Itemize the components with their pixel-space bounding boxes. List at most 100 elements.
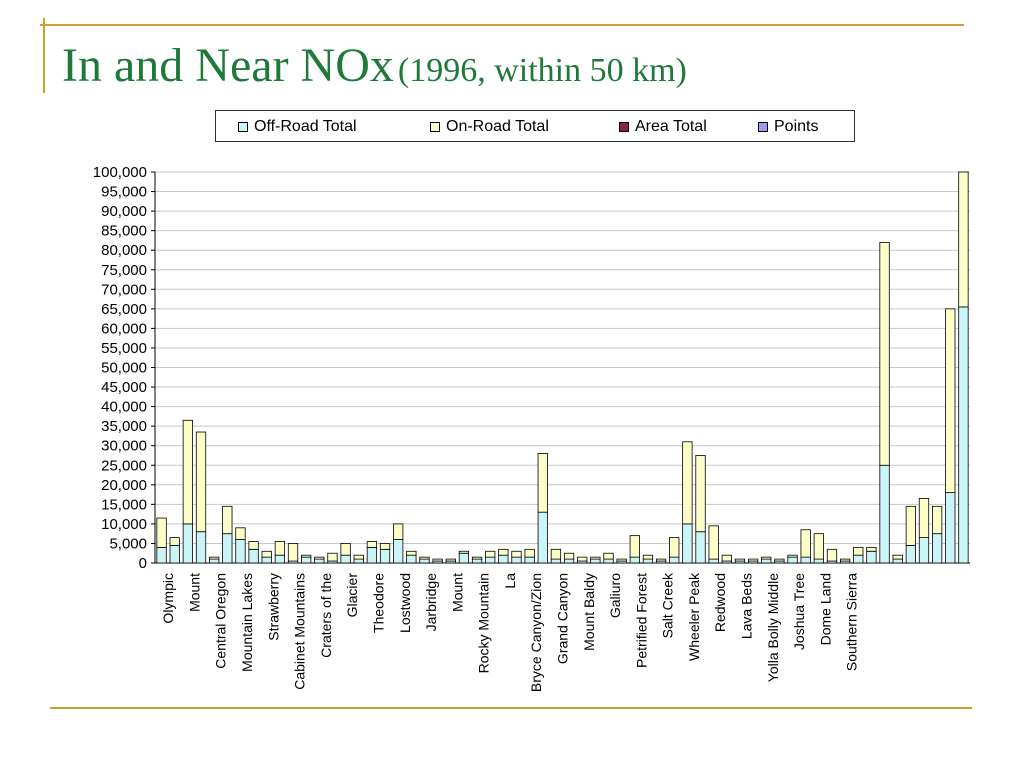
bar-segment-offroad xyxy=(800,556,811,564)
x-category-label: Bryce Canyon/Zion xyxy=(528,573,544,692)
x-category-label: Glacier xyxy=(344,573,360,618)
bar-segment-offroad xyxy=(853,554,864,564)
y-tick-label: 55,000 xyxy=(101,340,147,357)
bar-segment-onroad xyxy=(419,556,430,560)
legend-item-area: Area Total xyxy=(619,118,707,136)
bar-segment-offroad xyxy=(524,556,535,564)
slide-title-sub: (1996, within 50 km) xyxy=(397,52,687,89)
bar-segment-offroad xyxy=(182,523,193,564)
legend-item-points: Points xyxy=(758,118,818,136)
bar-segment-onroad xyxy=(629,535,640,558)
bar-segment-onroad xyxy=(616,558,627,562)
x-category-label: Olympic xyxy=(160,573,176,624)
y-tick-label: 45,000 xyxy=(101,379,147,396)
x-category-label: Rocky Mountain xyxy=(476,573,492,673)
bar-segment-offroad xyxy=(879,464,890,564)
bar-segment-onroad xyxy=(932,505,943,535)
bar-segment-offroad xyxy=(235,539,246,564)
y-tick-label: 90,000 xyxy=(101,203,147,220)
bar-segment-onroad xyxy=(458,550,470,554)
bar-segment-offroad xyxy=(708,558,719,564)
x-category-label: Salt Creek xyxy=(660,572,676,638)
bar-segment-onroad xyxy=(393,523,404,540)
bar-segment-onroad xyxy=(945,308,956,494)
y-tick-label: 100,000 xyxy=(93,164,147,181)
bar-segment-offroad xyxy=(866,550,877,564)
bar-segment-onroad xyxy=(314,556,325,560)
x-category-label: Joshua Tree xyxy=(791,573,807,650)
bar-segment-onroad xyxy=(182,419,193,525)
bar-segment-onroad xyxy=(747,558,759,562)
bar-segment-onroad xyxy=(366,541,378,548)
legend-swatch-area xyxy=(619,122,629,132)
y-tick-label: 95,000 xyxy=(101,184,147,201)
bar-segment-onroad xyxy=(169,537,180,546)
bar-segment-onroad xyxy=(432,558,443,562)
x-category-label: Mount xyxy=(186,573,202,612)
x-category-label: Southern Sierra xyxy=(844,573,860,671)
bar-segment-offroad xyxy=(393,539,404,564)
y-tick-label: 25,000 xyxy=(101,457,147,474)
bar-segment-onroad xyxy=(353,554,364,560)
bar-segment-onroad xyxy=(550,548,562,560)
y-tick-label: 65,000 xyxy=(101,301,147,318)
bar-segment-onroad xyxy=(918,498,930,538)
y-tick-label: 75,000 xyxy=(101,262,147,279)
bar-segment-offroad xyxy=(406,554,417,564)
bar-segment-offroad xyxy=(261,556,272,564)
bar-segment-onroad xyxy=(734,558,746,562)
bar-segment-offroad xyxy=(563,558,575,564)
x-category-label: Central Oregon xyxy=(213,573,229,669)
bar-segment-onroad xyxy=(379,543,391,550)
bar-segment-onroad xyxy=(958,171,969,308)
bar-segment-offroad xyxy=(550,558,562,564)
bar-segment-onroad xyxy=(327,552,338,562)
bar-segment-onroad xyxy=(195,431,207,533)
bar-segment-offroad xyxy=(471,558,483,564)
x-category-label: La xyxy=(502,573,518,589)
bar-segment-onroad xyxy=(577,556,588,562)
slide-title-main: In and Near NOx xyxy=(62,39,394,92)
legend-item-offroad: Off-Road Total xyxy=(238,118,357,136)
x-category-label: Galiuro xyxy=(607,573,623,618)
bottom-decorative-rule xyxy=(50,707,972,709)
y-tick-label: 0 xyxy=(139,555,147,572)
slide-title: In and Near NOx (1996, within 50 km) xyxy=(62,38,687,93)
bar-segment-offroad xyxy=(669,556,680,564)
bar-segment-offroad xyxy=(932,533,943,564)
bar-segment-onroad xyxy=(879,241,890,466)
bar-segment-offroad xyxy=(813,558,824,564)
x-category-label: Lostwood xyxy=(397,573,413,633)
y-tick-label: 5,000 xyxy=(109,535,147,552)
bar-segment-offroad xyxy=(590,558,601,564)
bar-segment-onroad xyxy=(471,556,483,560)
x-category-label: Theodore xyxy=(370,573,386,633)
bar-segment-onroad xyxy=(274,541,286,556)
bar-segment-offroad xyxy=(511,556,522,564)
bar-segment-onroad xyxy=(287,543,299,562)
bar-segment-offroad xyxy=(314,558,325,564)
bar-segment-offroad xyxy=(169,545,180,564)
x-category-label: Mount xyxy=(449,573,465,612)
bar-segment-offroad xyxy=(195,531,207,564)
bar-segment-onroad xyxy=(406,550,417,556)
bar-segment-offroad xyxy=(353,558,364,564)
bar-segment-onroad xyxy=(524,548,535,558)
bar-segment-offroad xyxy=(629,556,640,564)
x-category-label: Craters of the xyxy=(318,573,334,658)
bar-segment-onroad xyxy=(485,550,496,558)
legend-label-area: Area Total xyxy=(635,118,707,135)
bar-segment-offroad xyxy=(682,523,693,564)
x-category-label: Cabinet Mountains xyxy=(292,573,308,690)
y-tick-label: 70,000 xyxy=(101,281,147,298)
bar-segment-onroad xyxy=(721,554,732,562)
bar-segment-onroad xyxy=(498,548,509,556)
x-category-label: Mount Baldy xyxy=(581,573,597,651)
bar-segment-onroad xyxy=(340,543,351,556)
legend-swatch-points xyxy=(758,122,768,132)
bar-segment-offroad xyxy=(419,558,430,564)
bar-segment-offroad xyxy=(787,556,798,564)
bar-segment-onroad xyxy=(261,550,272,558)
legend-swatch-offroad xyxy=(238,122,248,132)
bar-segment-onroad xyxy=(826,548,838,562)
